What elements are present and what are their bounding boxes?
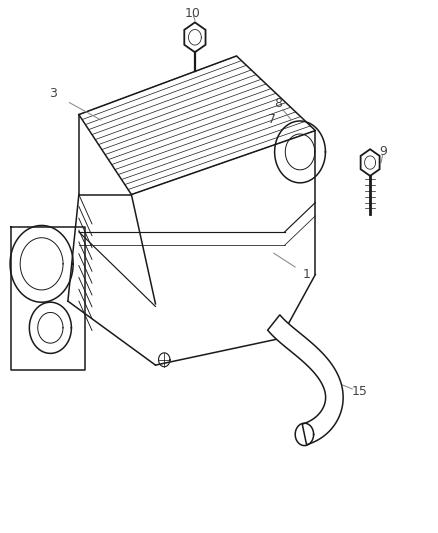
Text: 7: 7: [268, 114, 276, 126]
Polygon shape: [360, 149, 380, 176]
Text: 15: 15: [351, 385, 367, 398]
Text: 10: 10: [185, 7, 201, 20]
Text: 9: 9: [379, 146, 387, 158]
Text: 8: 8: [274, 98, 282, 110]
Polygon shape: [268, 315, 343, 445]
Text: 3: 3: [49, 87, 57, 100]
Text: 1: 1: [303, 268, 311, 281]
Polygon shape: [184, 22, 205, 52]
